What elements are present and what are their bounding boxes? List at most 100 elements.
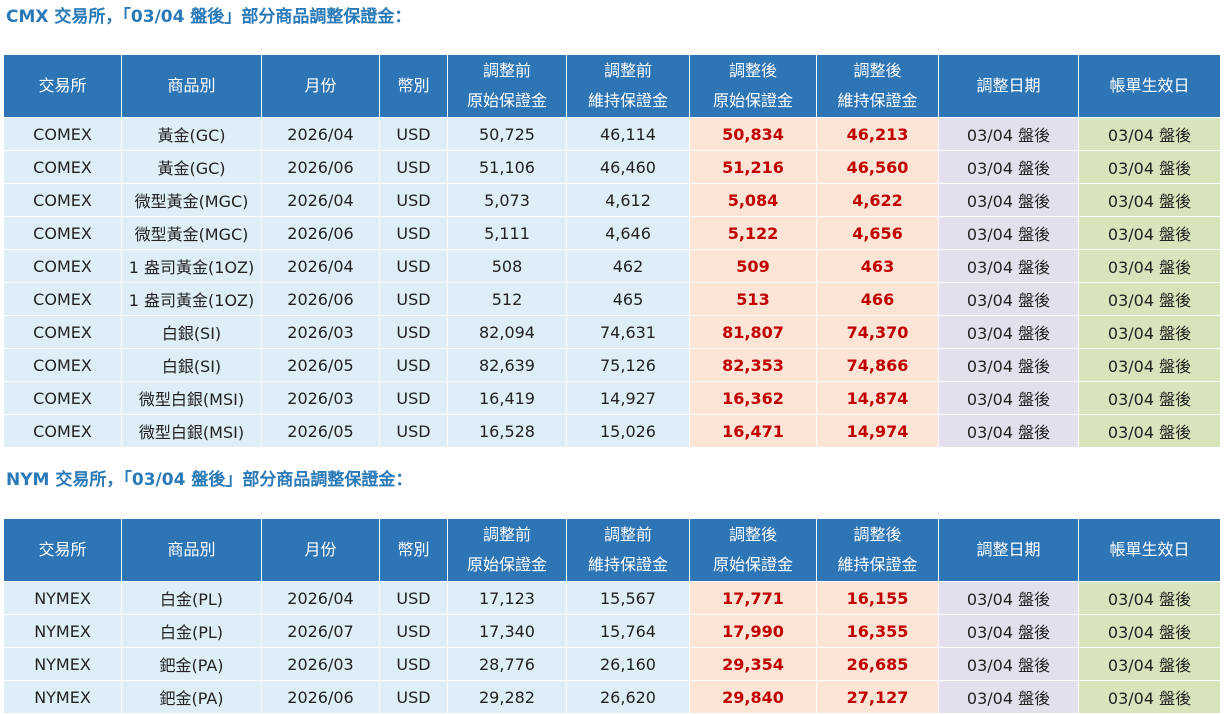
cell-adjust-date: 03/04 盤後	[938, 647, 1079, 681]
header-line: 調整後	[728, 61, 777, 80]
header-line: 調整前	[482, 61, 531, 80]
cell-maintenance-before: 15,764	[566, 614, 690, 648]
margin-table-nym: 交易所 商品別 月份 幣別 調整前 原始保證金 調整前 維持保證金 調整後 原始保證金 調整後 維持保…	[3, 518, 1221, 714]
cell-maintenance-before: 15,026	[566, 414, 690, 448]
cell-maintenance-before: 26,620	[566, 680, 690, 714]
cell-effective-date: 03/04 盤後	[1078, 581, 1221, 615]
cell-initial-after: 81,807	[689, 315, 817, 349]
header-exchange: 交易所	[3, 54, 122, 118]
cell-adjust-date: 03/04 盤後	[938, 282, 1079, 316]
cell-maintenance-before: 15,567	[566, 581, 690, 615]
cell-maintenance-before: 46,114	[566, 117, 690, 151]
table-row: COMEX 白銀(SI) 2026/03 USD 82,094 74,631 81,807 7…	[3, 315, 1221, 349]
cell-month: 2026/04	[261, 117, 380, 151]
cell-adjust-date: 03/04 盤後	[938, 216, 1079, 250]
cell-maintenance-after: 14,874	[816, 381, 939, 415]
table-row: NYMEX 白金(PL) 2026/04 USD 17,123 15,567 17,771 1…	[3, 581, 1221, 615]
header-effective-date: 帳單生效日	[1078, 54, 1221, 118]
cell-initial-before: 16,528	[447, 414, 567, 448]
cell-maintenance-after: 4,622	[816, 183, 939, 217]
header-line: 原始保證金	[712, 555, 793, 574]
table-header-row: 交易所 商品別 月份 幣別 調整前 原始保證金 調整前 維持保證金 調整後 原始保證金 調整後 維持保…	[3, 54, 1221, 118]
header-maintenance-before: 調整前 維持保證金	[566, 54, 690, 118]
cell-exchange: COMEX	[3, 150, 122, 184]
cell-exchange: NYMEX	[3, 581, 122, 615]
cell-exchange: COMEX	[3, 381, 122, 415]
cell-exchange: NYMEX	[3, 647, 122, 681]
cell-initial-after: 29,354	[689, 647, 817, 681]
cell-initial-before: 82,639	[447, 348, 567, 382]
cell-effective-date: 03/04 盤後	[1078, 249, 1221, 283]
cell-currency: USD	[379, 581, 448, 615]
table-row: COMEX 微型黃金(MGC) 2026/06 USD 5,111 4,646 5,122 4…	[3, 216, 1221, 250]
cell-month: 2026/04	[261, 183, 380, 217]
cell-initial-after: 16,362	[689, 381, 817, 415]
cell-effective-date: 03/04 盤後	[1078, 150, 1221, 184]
cell-maintenance-before: 4,612	[566, 183, 690, 217]
cell-currency: USD	[379, 315, 448, 349]
header-line: 原始保證金	[466, 91, 547, 110]
cell-product: 黃金(GC)	[121, 117, 262, 151]
cell-maintenance-after: 16,155	[816, 581, 939, 615]
header-line: 維持保證金	[587, 555, 668, 574]
cell-currency: USD	[379, 183, 448, 217]
header-line: 調整前	[603, 61, 652, 80]
header-line: 維持保證金	[837, 555, 918, 574]
header-line: 調整前	[482, 525, 531, 544]
cell-exchange: COMEX	[3, 216, 122, 250]
cell-currency: USD	[379, 680, 448, 714]
table-row: COMEX 微型白銀(MSI) 2026/05 USD 16,528 15,026 16,4…	[3, 414, 1221, 448]
cell-initial-after: 5,122	[689, 216, 817, 250]
header-line: 調整後	[853, 61, 902, 80]
cell-product: 鈀金(PA)	[121, 680, 262, 714]
header-maintenance-after: 調整後 維持保證金	[816, 518, 939, 582]
cell-initial-before: 5,111	[447, 216, 567, 250]
header-line: 調整後	[728, 525, 777, 544]
cell-maintenance-before: 46,460	[566, 150, 690, 184]
cell-initial-before: 29,282	[447, 680, 567, 714]
cell-maintenance-after: 46,560	[816, 150, 939, 184]
cell-maintenance-before: 26,160	[566, 647, 690, 681]
cell-effective-date: 03/04 盤後	[1078, 183, 1221, 217]
header-currency: 幣別	[379, 54, 448, 118]
header-product: 商品別	[121, 518, 262, 582]
cell-initial-before: 51,106	[447, 150, 567, 184]
cell-exchange: COMEX	[3, 117, 122, 151]
cell-maintenance-after: 4,656	[816, 216, 939, 250]
cell-product: 白銀(SI)	[121, 315, 262, 349]
cell-product: 微型黃金(MGC)	[121, 183, 262, 217]
cell-effective-date: 03/04 盤後	[1078, 647, 1221, 681]
table-row: COMEX 黃金(GC) 2026/04 USD 50,725 46,114 50,834 4…	[3, 117, 1221, 151]
cell-effective-date: 03/04 盤後	[1078, 381, 1221, 415]
table-row: COMEX 白銀(SI) 2026/05 USD 82,639 75,126 82,353 7…	[3, 348, 1221, 382]
cell-initial-after: 513	[689, 282, 817, 316]
cell-product: 黃金(GC)	[121, 150, 262, 184]
cell-effective-date: 03/04 盤後	[1078, 216, 1221, 250]
header-maintenance-before: 調整前 維持保證金	[566, 518, 690, 582]
cell-exchange: COMEX	[3, 183, 122, 217]
cell-adjust-date: 03/04 盤後	[938, 581, 1079, 615]
cell-product: 1 盎司黃金(1OZ)	[121, 282, 262, 316]
cell-maintenance-before: 14,927	[566, 381, 690, 415]
cell-month: 2026/05	[261, 348, 380, 382]
cell-maintenance-before: 74,631	[566, 315, 690, 349]
cell-initial-after: 17,771	[689, 581, 817, 615]
cell-exchange: COMEX	[3, 282, 122, 316]
header-line: 維持保證金	[587, 91, 668, 110]
cell-product: 微型白銀(MSI)	[121, 381, 262, 415]
cell-adjust-date: 03/04 盤後	[938, 315, 1079, 349]
cell-initial-after: 509	[689, 249, 817, 283]
cell-month: 2026/06	[261, 150, 380, 184]
cell-effective-date: 03/04 盤後	[1078, 614, 1221, 648]
cell-initial-after: 82,353	[689, 348, 817, 382]
section-title-cmx: CMX 交易所，「03/04 盤後」部分商品調整保證金：	[6, 7, 412, 27]
cell-product: 白銀(SI)	[121, 348, 262, 382]
cell-adjust-date: 03/04 盤後	[938, 117, 1079, 151]
cell-product: 白金(PL)	[121, 614, 262, 648]
cell-currency: USD	[379, 614, 448, 648]
cell-initial-before: 508	[447, 249, 567, 283]
table-row: COMEX 1 盎司黃金(1OZ) 2026/06 USD 512 465 513 466 03…	[3, 282, 1221, 316]
cell-adjust-date: 03/04 盤後	[938, 249, 1079, 283]
cell-adjust-date: 03/04 盤後	[938, 680, 1079, 714]
